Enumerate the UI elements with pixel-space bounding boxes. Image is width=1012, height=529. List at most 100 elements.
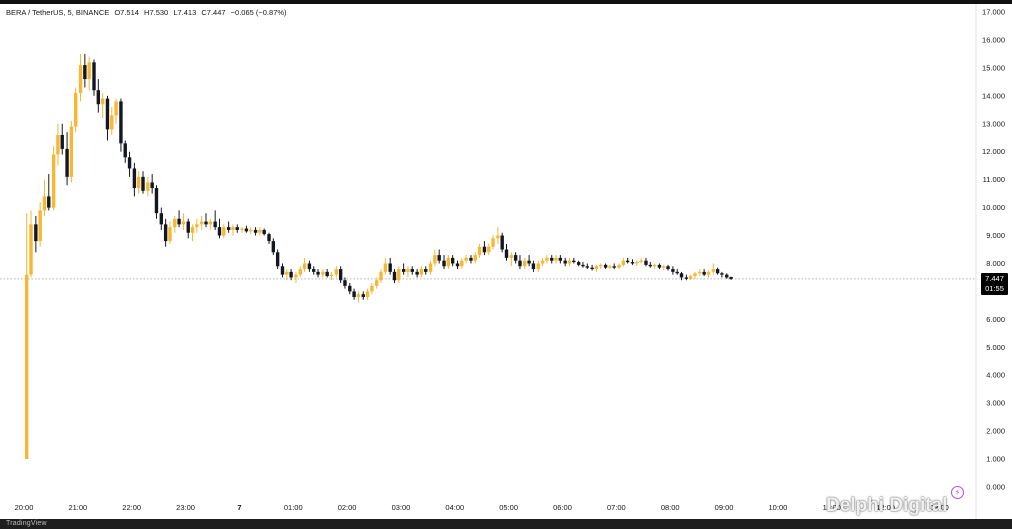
y-tick-label: 17.000	[982, 8, 1005, 17]
candle	[29, 210, 33, 278]
candle	[87, 56, 91, 91]
candle	[321, 269, 325, 278]
y-tick-label: 3.000	[986, 399, 1005, 408]
candle-body	[240, 228, 244, 230]
candle	[181, 213, 186, 230]
candle-body	[249, 229, 253, 232]
y-tick-label: 12.000	[982, 147, 1005, 156]
y-tick-label: 9.000	[986, 231, 1005, 240]
candle-body	[558, 257, 563, 261]
candle-body	[473, 255, 477, 261]
candle	[92, 59, 96, 96]
candle-body	[725, 274, 729, 278]
candle	[316, 269, 320, 278]
x-tick-label: 08:00	[661, 503, 680, 512]
candle-body	[518, 260, 522, 267]
candle-body	[168, 227, 172, 242]
candle-body	[325, 271, 329, 277]
candle-body	[204, 221, 208, 225]
x-tick-label: 21:00	[68, 503, 87, 512]
candle	[648, 262, 652, 268]
candle	[567, 257, 572, 267]
candle-body	[370, 285, 374, 292]
candle	[294, 271, 298, 284]
candle-body	[141, 176, 145, 191]
candle	[509, 252, 514, 267]
candle	[38, 202, 42, 247]
candle-body	[123, 143, 127, 158]
x-tick-label: 13:00	[930, 503, 949, 512]
candle-body	[298, 269, 302, 275]
candle-body	[401, 269, 406, 272]
candle-body	[235, 227, 239, 230]
candle	[603, 263, 608, 270]
candle	[684, 274, 689, 281]
candle-body	[491, 238, 495, 247]
tradingview-logo[interactable]: TradingView	[6, 519, 47, 529]
candle-body	[190, 227, 195, 233]
candle-body	[477, 246, 482, 256]
candle	[536, 260, 540, 272]
x-tick-label: 7	[237, 503, 241, 512]
candle	[163, 218, 168, 247]
candle	[267, 232, 271, 244]
candle-body	[706, 271, 711, 275]
candle-body	[271, 241, 276, 253]
candle-body	[433, 255, 437, 264]
symbol-label[interactable]: BERA / TetherUS, 5, BINANCE	[6, 8, 110, 17]
candle	[56, 123, 60, 166]
candle	[222, 224, 226, 239]
x-axis-ticks: 20:00 21:00 22:00 23:00 7 01:00 02:00 03:00 04:0…	[15, 503, 949, 512]
candle	[159, 207, 164, 230]
candle-body	[181, 221, 186, 225]
candle	[675, 269, 679, 275]
candle-body	[60, 134, 64, 149]
candle	[518, 255, 522, 270]
candle-body	[244, 228, 249, 232]
candle-body	[720, 273, 724, 275]
candle	[594, 264, 599, 272]
candle-body	[603, 264, 608, 268]
candle-body	[392, 271, 397, 281]
candle	[154, 185, 159, 219]
candle	[500, 232, 504, 253]
candle	[657, 263, 662, 270]
candle-body	[195, 224, 199, 228]
candle-body	[662, 266, 666, 268]
lightning-icon[interactable]: ⚡	[951, 486, 964, 499]
candle	[253, 227, 258, 236]
candle	[325, 269, 329, 278]
low-value: L7.413	[173, 8, 197, 17]
candle-body	[482, 246, 487, 253]
candle	[599, 263, 603, 270]
y-tick-label: 16.000	[982, 35, 1005, 44]
candle-body	[617, 264, 621, 268]
x-tick-label: 03:00	[392, 503, 411, 512]
candle	[477, 243, 482, 258]
candle-body	[496, 235, 500, 239]
candle	[226, 221, 231, 233]
candle	[127, 151, 132, 177]
candle	[110, 107, 114, 135]
candle-body	[352, 291, 356, 297]
candle	[563, 257, 567, 267]
candle	[298, 266, 302, 278]
top-bar	[0, 0, 1012, 4]
candle	[275, 249, 280, 270]
candle	[208, 218, 213, 230]
candle	[370, 283, 374, 295]
y-tick-label: 15.000	[982, 63, 1005, 72]
candle	[725, 273, 729, 279]
candle	[204, 213, 208, 228]
candle-body	[531, 263, 536, 270]
candle	[352, 288, 356, 300]
candle	[513, 252, 518, 264]
x-tick-label: 22:00	[122, 503, 141, 512]
candle	[285, 269, 289, 281]
candle-body	[585, 266, 589, 268]
candle-body	[163, 224, 168, 242]
bottom-bar	[0, 519, 1012, 529]
candle	[545, 255, 549, 264]
candle-body	[446, 257, 451, 267]
